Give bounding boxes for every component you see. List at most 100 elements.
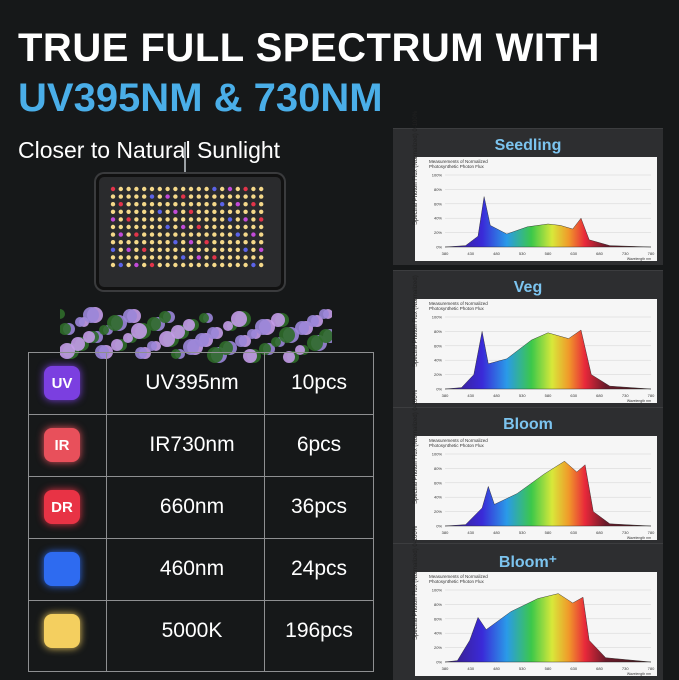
y-tick-label: 40% (434, 495, 442, 500)
plant-blob (71, 337, 85, 351)
led-dot (142, 194, 147, 199)
led-dot (181, 224, 186, 230)
led-dot (110, 186, 116, 192)
y-tick-label: 80% (434, 329, 442, 334)
led-dot (204, 209, 209, 214)
x-tick-label: 730 (622, 530, 629, 535)
led-count: 36pcs (290, 495, 348, 518)
led-dot (165, 232, 170, 237)
led-dot (235, 240, 240, 245)
x-tick-label: 730 (622, 393, 629, 398)
led-dot (204, 240, 209, 245)
y-tick-label: 100% (432, 588, 443, 593)
chart-plot-area: Measurements of Normalized Photosyntheti… (413, 526, 657, 676)
led-dot (142, 240, 147, 245)
led-dot (134, 217, 139, 222)
led-dot (149, 194, 155, 199)
led-dot (220, 186, 225, 192)
x-tick-label: 430 (467, 393, 474, 398)
x-tick-label: 680 (596, 666, 603, 671)
led-dot (165, 217, 170, 222)
led-dot (212, 217, 217, 222)
led-dot (157, 186, 162, 192)
led-dot (212, 232, 217, 237)
led-dot (259, 217, 264, 222)
led-dot (157, 194, 162, 199)
y-tick-label: 40% (434, 631, 442, 636)
led-dot (181, 186, 186, 192)
led-dot (110, 202, 116, 207)
plant-blob (223, 321, 233, 331)
led-dot (110, 247, 116, 252)
chart-plot-area: Measurements of Normalized Photosyntheti… (413, 390, 657, 541)
chart-title: Bloom (503, 416, 553, 433)
led-dot (204, 217, 209, 222)
led-dot (227, 217, 233, 222)
x-tick-label: 380 (442, 666, 449, 671)
led-dot (149, 224, 155, 230)
led-dot (235, 255, 240, 260)
led-dot (165, 247, 170, 252)
table-row: UV UV395nm 10pcs (28, 352, 374, 415)
led-dot (118, 232, 123, 237)
led-dot (134, 209, 139, 214)
led-dot (220, 240, 225, 245)
led-dot (259, 209, 264, 214)
led-dot (251, 247, 256, 252)
led-dot (157, 232, 162, 237)
led-dot (259, 247, 264, 252)
chart-note: Measurements of Normalized Photosyntheti… (429, 574, 488, 584)
plant-blob (83, 307, 99, 323)
ir-badge-icon: IR (44, 428, 80, 462)
led-dot (227, 194, 233, 199)
plant-blob (255, 319, 271, 335)
x-tick-label: 580 (545, 393, 552, 398)
plant-blob (279, 327, 295, 343)
plant-blob (135, 347, 147, 359)
led-dot (142, 186, 147, 192)
y-tick-label: 0% (436, 524, 442, 529)
led-dot (259, 202, 264, 207)
spectrum-plot: 100% 80% 60% 40% 20% 0%380 430 480 530 580 630 680 7… (432, 452, 655, 541)
led-dot (243, 194, 248, 199)
plant-blob (319, 329, 332, 343)
led-dot (149, 262, 155, 268)
y-tick-label: 0% (436, 660, 442, 665)
plant-blob (123, 333, 133, 343)
led-dot (243, 247, 248, 252)
led-dot (157, 224, 162, 230)
led-name: UV395nm (145, 371, 239, 394)
led-dot (181, 240, 186, 245)
subtitle: Closer to Natural Sunlight (18, 137, 281, 163)
led-dot (110, 232, 116, 237)
plant-blob (171, 349, 181, 359)
led-dot (227, 209, 233, 214)
led-dot (126, 186, 131, 192)
x-tick-label: 680 (596, 530, 603, 535)
spectrum-plot: 100% 80% 60% 40% 20% 0%380 430 480 530 580 630 680 7… (432, 315, 655, 404)
led-dot (196, 232, 201, 237)
led-dot (157, 202, 162, 207)
led-dot (149, 255, 155, 260)
x-tick-label: 680 (596, 393, 603, 398)
led-dot (196, 255, 201, 260)
x-tick-label: 630 (570, 666, 577, 671)
spectrum-chart-bloom: Bloom Measurements of Normalized Photosy… (393, 390, 663, 544)
x-tick-label: 630 (570, 530, 577, 535)
led-dot (212, 247, 217, 252)
led-dot (134, 255, 139, 260)
led-dot (188, 186, 194, 192)
led-dot (181, 247, 186, 252)
led-dot (157, 240, 162, 245)
led-dot (251, 209, 256, 214)
plant-blob (75, 317, 85, 327)
dr-badge-icon: DR (44, 490, 80, 524)
plant-blob (271, 313, 285, 327)
plant-blob (159, 311, 171, 323)
plant-blob (199, 313, 209, 323)
led-dot (173, 255, 178, 260)
led-dot (134, 194, 139, 199)
x-tick-label: 480 (493, 393, 500, 398)
plant-blob (60, 309, 65, 319)
y-tick-label: 20% (434, 230, 442, 235)
